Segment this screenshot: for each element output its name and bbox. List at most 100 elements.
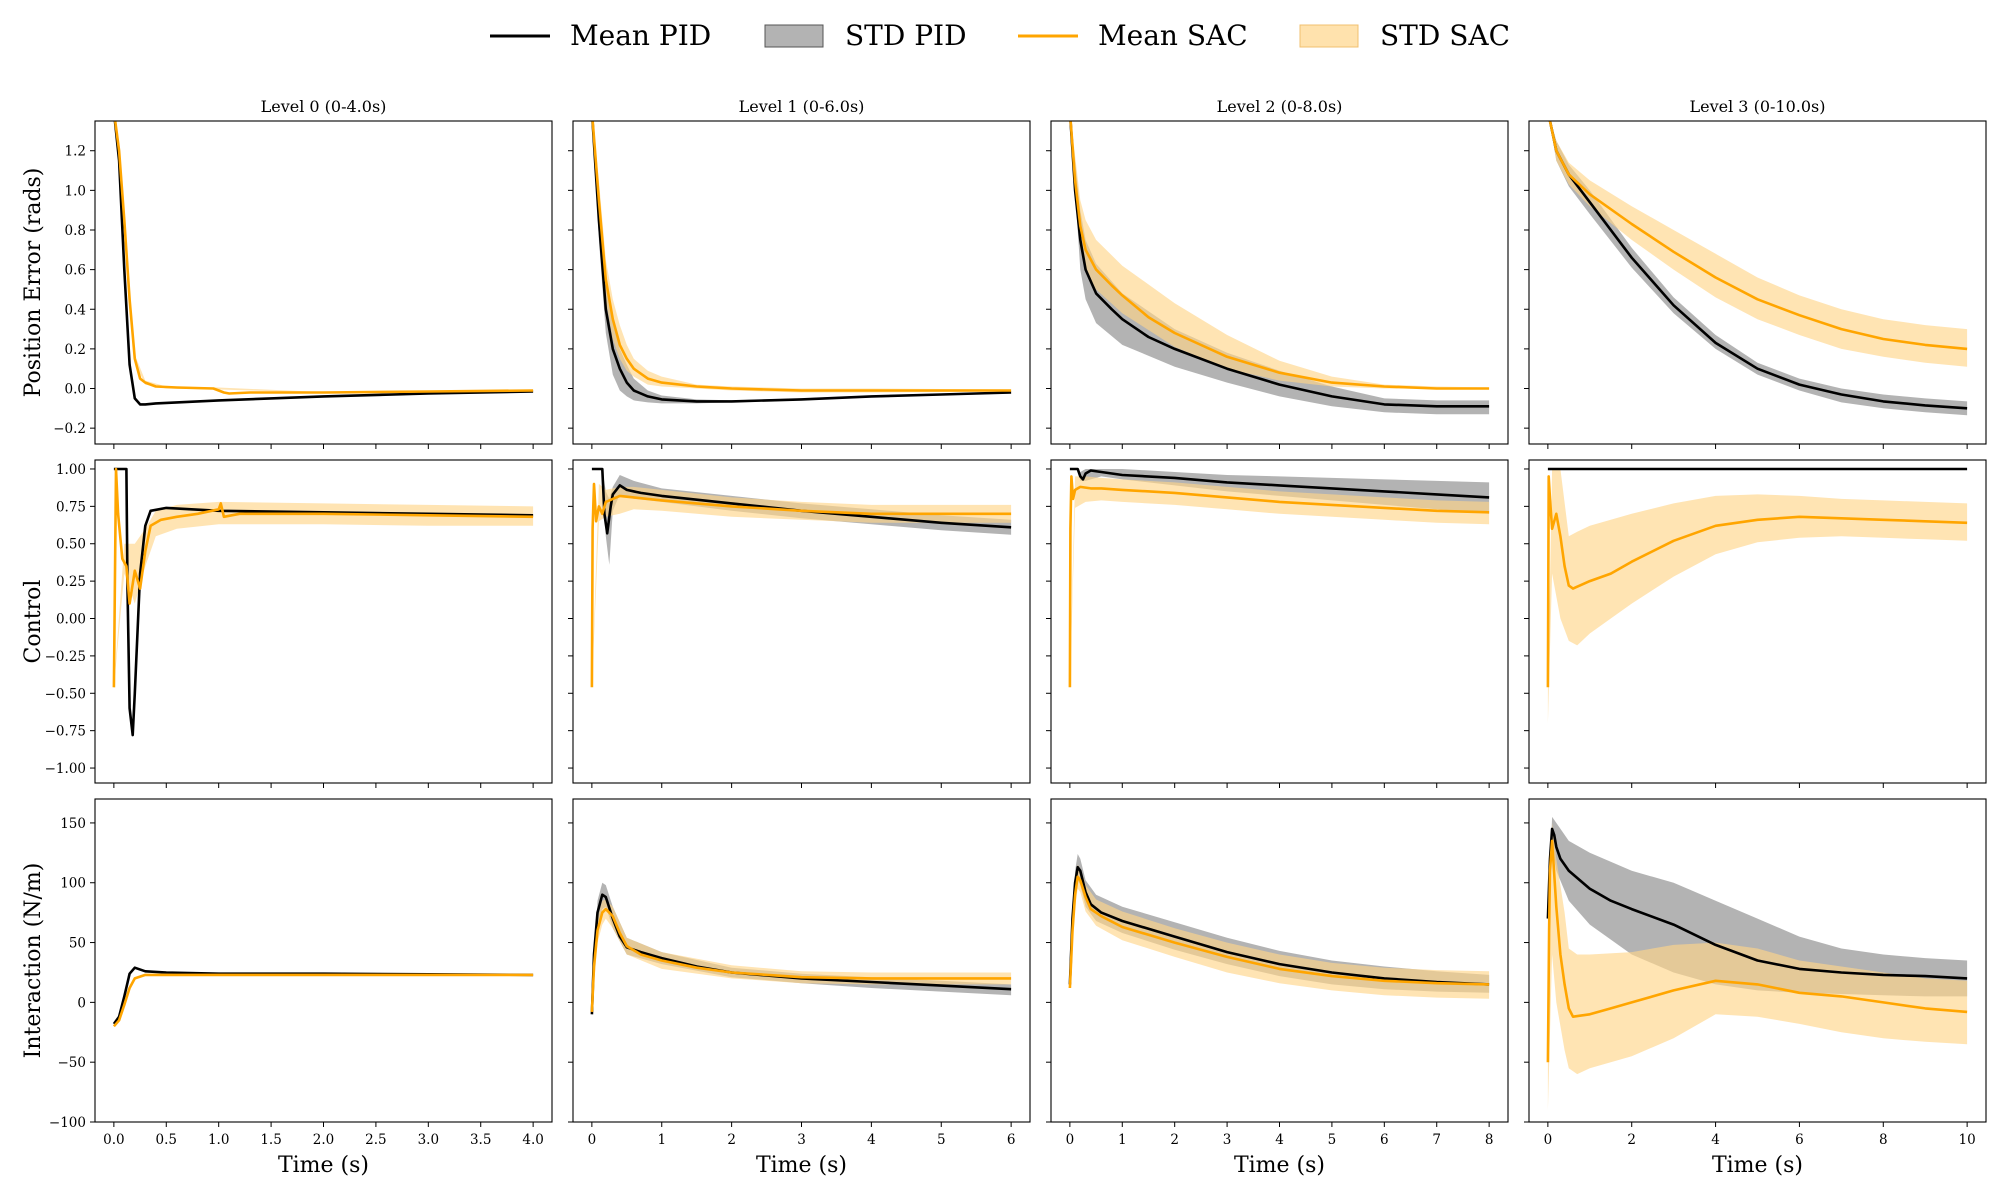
y-tick-label: 0.50	[56, 537, 86, 553]
series-mean-pid	[591, 467, 1012, 535]
panel-title: Level 0 (0-4.0s)	[261, 97, 387, 116]
series-mean-sac	[1546, 475, 1968, 688]
series-mean-sac	[591, 121, 1012, 392]
y-tick-label: 0.75	[56, 499, 86, 515]
series-mean-pid	[113, 121, 534, 406]
panel-r2-c2: 0 1 2 3 4 5 6 7 8 Time (s)	[1046, 798, 1509, 1178]
series-mean-pid	[1069, 467, 1490, 499]
x-tick-label: 1	[1118, 1132, 1127, 1148]
series-mean-pid	[1068, 865, 1490, 986]
band-std-sac	[1549, 121, 1968, 367]
x-tick-label: 8	[1485, 1132, 1494, 1148]
series-mean-sac	[1068, 475, 1490, 688]
y-tick-label: −100	[49, 1115, 86, 1131]
series-mean-sac	[1548, 121, 1968, 351]
y-tick-label: 0.2	[65, 342, 86, 358]
x-tick-label: 0.0	[103, 1132, 124, 1148]
y-tick-label: 0.6	[65, 263, 86, 279]
series-mean-pid	[591, 121, 1012, 403]
band-std-sac	[1547, 822, 1968, 1110]
x-axis-label: Time (s)	[756, 1153, 847, 1178]
legend-patch-swatch	[1299, 24, 1359, 48]
y-axis-label: Interaction (N/m)	[21, 863, 46, 1059]
x-tick-label: 2.0	[313, 1132, 334, 1148]
y-tick-label: 0	[77, 995, 86, 1011]
y-tick-label: 50	[69, 936, 86, 952]
legend-item-std-pid: STD PID	[764, 19, 967, 52]
axes-frame	[1528, 798, 1987, 1123]
panel-title: Level 1 (0-6.0s)	[739, 97, 865, 116]
series-mean-pid	[113, 467, 534, 737]
panel-r1-c1	[568, 459, 1031, 788]
x-tick-label: 2	[1627, 1132, 1636, 1148]
panel-r2-c0: −100 −50 0 50 100 150 0.0 0.5 1.0 1.5 2.0 2.5 3.0 3.5…	[21, 798, 553, 1178]
x-tick-label: 4	[867, 1132, 876, 1148]
series-mean-sac	[590, 482, 1012, 688]
y-tick-label: 100	[60, 876, 86, 892]
x-tick-label: 4	[1711, 1132, 1720, 1148]
series-mean-sac	[1068, 875, 1490, 989]
band-std-pid	[592, 121, 1012, 404]
y-tick-label: 0.25	[56, 574, 86, 590]
x-tick-label: 5	[937, 1132, 946, 1148]
y-tick-label: 0.8	[65, 223, 86, 239]
panel-r1-c2	[1046, 459, 1509, 788]
band-std-sac	[1069, 476, 1490, 688]
legend-label: Mean SAC	[1098, 19, 1248, 52]
plot-area	[1546, 816, 1968, 1110]
panel-r1-c3	[1524, 459, 1987, 788]
plot-area	[590, 882, 1012, 1015]
series-mean-pid	[1069, 121, 1490, 408]
panel-r2-c3: 0 2 4 6 8 10 Time (s)	[1524, 798, 1987, 1178]
plot-area	[112, 966, 534, 1028]
series-mean-sac	[1069, 121, 1490, 390]
band-std-sac	[114, 121, 534, 393]
legend-label: STD PID	[845, 19, 967, 52]
band-std-sac	[113, 501, 534, 688]
series-mean-sac	[1546, 839, 1968, 1063]
x-tick-label: 0	[1066, 1132, 1075, 1148]
legend-item-mean-pid: Mean PID	[490, 19, 711, 52]
panel-r0-c2: Level 2 (0-8.0s)	[1046, 97, 1509, 449]
y-axis-label: Control	[21, 580, 46, 664]
axes-frame	[94, 798, 553, 1123]
x-tick-label: 5	[1328, 1132, 1337, 1148]
legend-item-std-sac: STD SAC	[1299, 19, 1510, 52]
panel-r0-c0: −0.2 0.0 0.2 0.4 0.6 0.8 1.0 1.2 Level 0 (0-4.0s…	[21, 97, 553, 449]
y-tick-label: −1.00	[45, 761, 86, 777]
panel-title: Level 2 (0-8.0s)	[1217, 97, 1343, 116]
x-tick-label: 6	[1380, 1132, 1389, 1148]
plot-area	[1068, 854, 1490, 999]
x-tick-label: 2	[1170, 1132, 1179, 1148]
y-tick-label: 0.0	[65, 382, 86, 398]
x-tick-label: 0.5	[156, 1132, 177, 1148]
x-tick-label: 7	[1432, 1132, 1441, 1148]
y-tick-label: −0.75	[45, 724, 86, 740]
series-mean-sac	[112, 973, 534, 1028]
band-std-pid	[1549, 121, 1968, 416]
y-tick-label: −0.25	[45, 649, 86, 665]
x-tick-label: 8	[1879, 1132, 1888, 1148]
x-tick-label: 4.0	[522, 1132, 543, 1148]
band-std-sac	[592, 121, 1012, 393]
y-tick-label: −50	[58, 1055, 87, 1071]
series-mean-pid	[1546, 827, 1968, 980]
x-tick-label: 3	[1223, 1132, 1232, 1148]
x-tick-label: 10	[1959, 1132, 1976, 1148]
plot-area	[1548, 121, 1968, 416]
x-tick-label: 2	[727, 1132, 736, 1148]
plot-area	[1068, 467, 1490, 688]
y-tick-label: 1.0	[65, 183, 86, 199]
x-tick-label: 3.5	[470, 1132, 491, 1148]
y-axis-label: Position Error (rads)	[21, 168, 46, 398]
y-tick-label: 0.00	[56, 612, 86, 628]
x-axis-label: Time (s)	[1234, 1153, 1325, 1178]
plot-area	[591, 121, 1012, 404]
x-tick-label: 4	[1275, 1132, 1284, 1148]
y-tick-label: 0.4	[65, 302, 86, 318]
panel-grid: −0.2 0.0 0.2 0.4 0.6 0.8 1.0 1.2 Level 0 (0-4.0s…	[21, 97, 1987, 1178]
band-std-pid	[591, 882, 1012, 1015]
panel-title: Level 3 (0-10.0s)	[1690, 97, 1826, 116]
legend-label: Mean PID	[570, 19, 711, 52]
panel-r0-c1: Level 1 (0-6.0s)	[568, 97, 1031, 449]
